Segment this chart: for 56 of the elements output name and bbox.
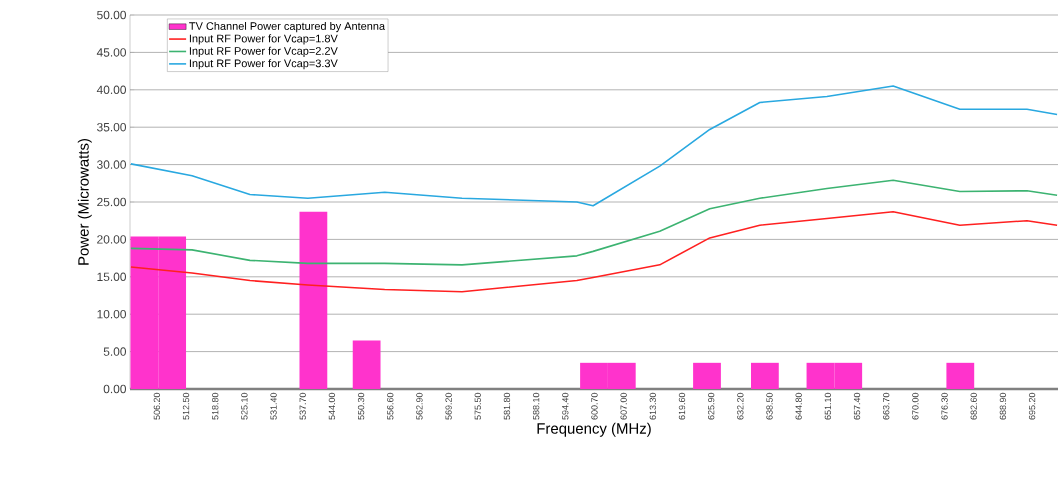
x-tick-label: 607.00 — [620, 392, 627, 420]
x-tick-label: 588.10 — [532, 392, 540, 420]
x-tick-label: 531.40 — [270, 392, 277, 420]
x-tick-label: 644.80 — [795, 392, 802, 420]
y-tick-label: 30.00 — [97, 160, 127, 169]
legend-label: Input RF Power for Vcap=1.8V — [189, 34, 338, 45]
y-tick-label: 20.00 — [97, 235, 127, 244]
x-tick-label: 575.50 — [474, 392, 481, 420]
x-tick-label: 651.10 — [824, 392, 832, 420]
legend-label: Input RF Power for Vcap=3.3V — [189, 59, 338, 70]
x-tick-label: 594.40 — [562, 392, 569, 420]
line-series — [130, 179, 1058, 266]
x-tick-label: 676.30 — [941, 392, 948, 420]
x-tick-label: 544.00 — [328, 392, 336, 420]
bar — [750, 362, 779, 389]
x-tick-label: 657.40 — [853, 392, 861, 420]
x-tick-label: 550.30 — [357, 392, 365, 420]
x-tick-label: 581.80 — [503, 392, 511, 420]
x-tick-label: 556.60 — [387, 392, 394, 420]
bar — [299, 211, 328, 389]
line-series — [130, 210, 1058, 293]
x-tick-label: 537.70 — [299, 392, 306, 420]
y-tick-label: 40.00 — [96, 85, 127, 95]
x-tick-label: 663.70 — [883, 392, 890, 420]
bar — [946, 362, 975, 389]
line-series — [130, 85, 1058, 207]
x-tick-label: 619.60 — [678, 392, 686, 420]
y-tick-label: 35.00 — [97, 122, 127, 132]
x-tick-label: 688.90 — [999, 392, 1007, 420]
y-tick-label: 15.00 — [97, 272, 127, 282]
y-axis-title: Power (Microwatts) — [77, 139, 92, 265]
y-tick-label: 45.00 — [96, 48, 127, 57]
y-tick-label: 25.00 — [97, 197, 127, 207]
legend-label: TV Channel Power captured by Antenna — [189, 21, 386, 33]
x-tick-label: 506.20 — [153, 392, 161, 420]
x-tick-label: 613.30 — [649, 392, 656, 420]
x-tick-label: 525.10 — [241, 392, 248, 420]
y-tick-label: 50.00 — [97, 10, 127, 20]
y-tick-label: 10.00 — [97, 309, 127, 319]
y-tick-label: 0.00 — [103, 384, 127, 394]
x-axis-title: Frequency (MHz) — [537, 422, 651, 437]
y-tick-label: 5.00 — [103, 347, 127, 356]
bar — [693, 362, 721, 389]
x-tick-label: 682.60 — [970, 392, 977, 420]
x-tick-label: 638.50 — [766, 392, 773, 420]
x-tick-label: 518.80 — [212, 392, 219, 420]
x-tick-label: 632.20 — [737, 392, 744, 420]
x-tick-label: 600.70 — [591, 392, 598, 420]
x-tick-label: 562.90 — [416, 392, 423, 420]
x-tick-label: 512.50 — [182, 392, 190, 420]
x-tick-label: 569.20 — [445, 392, 452, 420]
x-tick-label: 695.20 — [1028, 392, 1036, 420]
x-tick-label: 625.90 — [707, 392, 715, 420]
legend-label: Input RF Power for Vcap=2.2V — [189, 46, 338, 57]
bar — [352, 340, 381, 389]
x-tick-label: 670.00 — [912, 392, 919, 420]
